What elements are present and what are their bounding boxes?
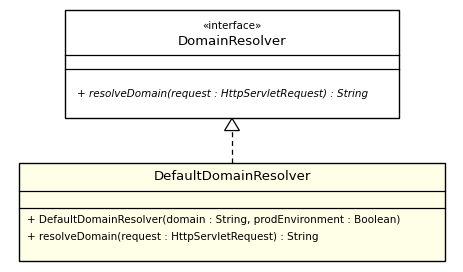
- Text: DefaultDomainResolver: DefaultDomainResolver: [153, 171, 310, 183]
- Text: + resolveDomain(request : HttpServletRequest) : String: + resolveDomain(request : HttpServletReq…: [76, 89, 367, 99]
- Bar: [19, 163, 444, 261]
- Polygon shape: [224, 118, 239, 131]
- Text: + resolveDomain(request : HttpServletRequest) : String: + resolveDomain(request : HttpServletReq…: [27, 232, 318, 242]
- Bar: [65, 10, 398, 118]
- Text: DomainResolver: DomainResolver: [177, 35, 286, 48]
- Text: «interface»: «interface»: [202, 20, 261, 30]
- Text: + DefaultDomainResolver(domain : String, prodEnvironment : Boolean): + DefaultDomainResolver(domain : String,…: [27, 215, 400, 225]
